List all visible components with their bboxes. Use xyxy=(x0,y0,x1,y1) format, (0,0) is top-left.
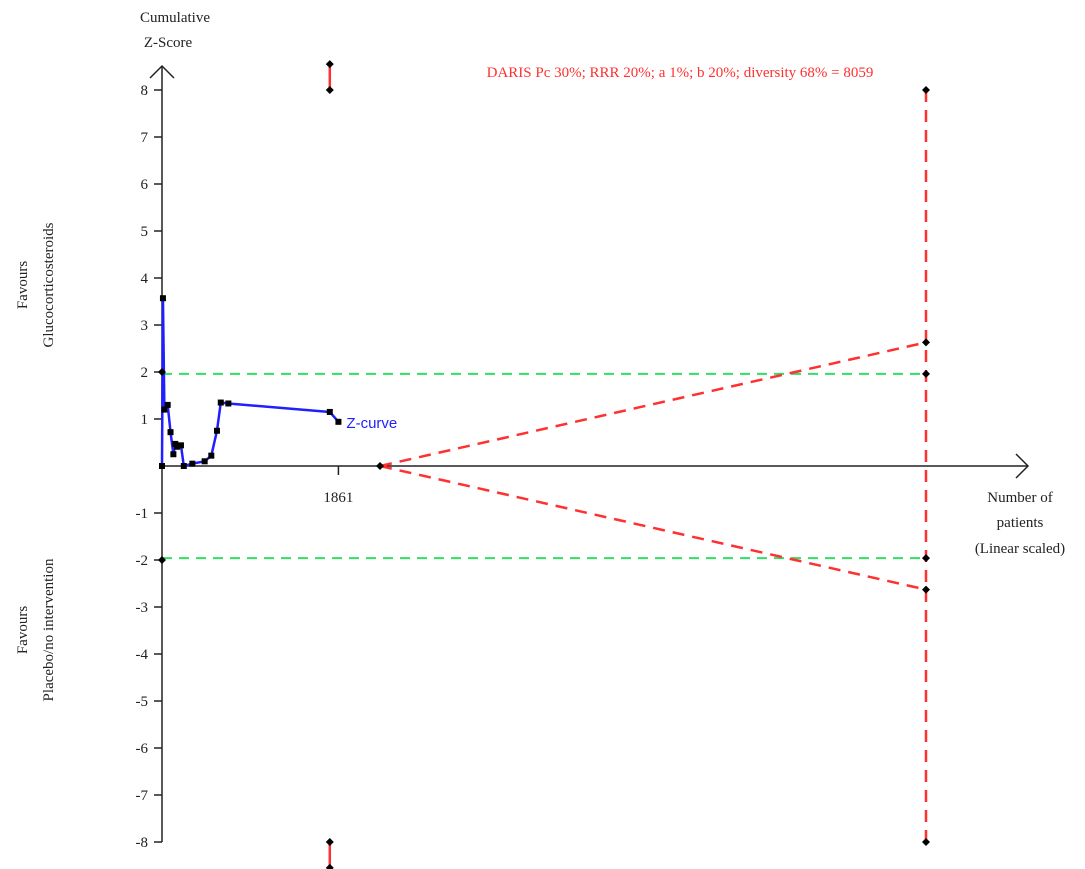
y-tick-label: -3 xyxy=(136,600,149,616)
y-tick-label: -7 xyxy=(136,788,149,804)
z-curve-point xyxy=(159,463,165,469)
x-tick-label-1861: 1861 xyxy=(323,490,353,506)
marker-ris-conventional-lower xyxy=(921,554,930,563)
z-curve-point xyxy=(201,458,208,465)
z-curve-point xyxy=(180,463,187,469)
marker-ris-upper-boundary xyxy=(921,338,930,347)
y-ticks: 8 7 6 5 4 3 2 1 -1 -2 -3 -4 -5 -6 -7 -8 xyxy=(136,83,162,851)
upper-side-label: Favours xyxy=(15,261,31,309)
y-axis-title-line-2: Z-Score xyxy=(144,35,193,51)
upper-side-label-line-2: Glucocorticosteroids xyxy=(41,222,57,347)
y-tick-label: 5 xyxy=(141,224,149,240)
upper-side-label-2: Glucocorticosteroids xyxy=(41,222,57,347)
z-curve-point xyxy=(335,418,342,425)
marker-y-axis-upper xyxy=(158,368,166,376)
upper-side-label-line-1: Favours xyxy=(15,261,31,309)
y-tick-label: -8 xyxy=(136,835,149,851)
z-curve-point xyxy=(159,295,166,302)
y-tick-label: 4 xyxy=(141,271,149,287)
z-curve-point xyxy=(217,399,224,406)
z-curve-line xyxy=(160,296,340,468)
x-axis-arrow xyxy=(1015,453,1030,479)
monitoring-boundary-lower xyxy=(379,464,927,591)
marker-futility-lower-b xyxy=(325,863,334,869)
lower-side-label-line-2: Placebo/no intervention xyxy=(41,558,57,701)
z-curve-point xyxy=(167,429,174,436)
marker-futility-upper-a xyxy=(325,86,334,94)
y-axis-title-line-1: Cumulative xyxy=(140,10,210,26)
z-curve-point xyxy=(170,451,177,458)
marker-futility-upper-b xyxy=(325,60,334,69)
ris-label: DARIS Pc 30%; RRR 20%; a 1%; b 20%; dive… xyxy=(487,65,874,81)
z-curve-series: Z-curve xyxy=(159,295,397,469)
z-curve-point xyxy=(189,460,196,467)
z-curve-point xyxy=(208,452,215,459)
marker-ris-bottom xyxy=(921,838,930,846)
marker-ris-lower-boundary xyxy=(921,585,930,594)
y-tick-label: 7 xyxy=(141,130,149,146)
y-tick-label: 3 xyxy=(141,318,149,334)
y-tick-label: -6 xyxy=(136,741,149,757)
monitoring-boundary-upper xyxy=(379,341,927,468)
y-tick-label: -2 xyxy=(136,553,149,569)
marker-ris-conventional-upper xyxy=(921,369,930,378)
lower-side-label-line-1: Favours xyxy=(15,606,31,654)
y-tick-label: 8 xyxy=(141,83,149,99)
x-axis-title-line-1: Number of xyxy=(987,490,1052,506)
z-curve-point xyxy=(177,442,184,449)
axes: 1861 xyxy=(149,64,1030,842)
marker-futility-lower-a xyxy=(325,838,334,846)
z-curve-point xyxy=(225,400,232,407)
z-curve-point xyxy=(326,408,333,415)
z-curve-point xyxy=(174,443,181,450)
y-tick-label: 6 xyxy=(141,177,149,193)
z-curve-point xyxy=(213,427,220,434)
markers xyxy=(158,60,930,869)
y-tick-label: 1 xyxy=(141,412,149,428)
z-curve-point xyxy=(161,406,168,413)
z-curve-point xyxy=(164,401,171,408)
marker-ris-top xyxy=(921,86,930,94)
y-tick-label: -4 xyxy=(136,647,149,663)
y-tick-label: -1 xyxy=(136,506,149,522)
x-axis-title-line-3: (Linear scaled) xyxy=(975,541,1065,557)
y-axis-arrow xyxy=(149,64,175,79)
marker-boundary-start xyxy=(376,462,385,470)
lower-side-label: Favours xyxy=(15,606,31,654)
x-axis-title-line-2: patients xyxy=(997,515,1044,531)
boundaries xyxy=(162,64,928,868)
marker-y-axis-lower xyxy=(158,556,166,564)
y-tick-label: 2 xyxy=(141,365,149,381)
y-tick-label: -5 xyxy=(136,694,149,710)
z-curve-label: Z-curve xyxy=(346,415,397,432)
lower-side-label-2: Placebo/no intervention xyxy=(41,558,57,701)
